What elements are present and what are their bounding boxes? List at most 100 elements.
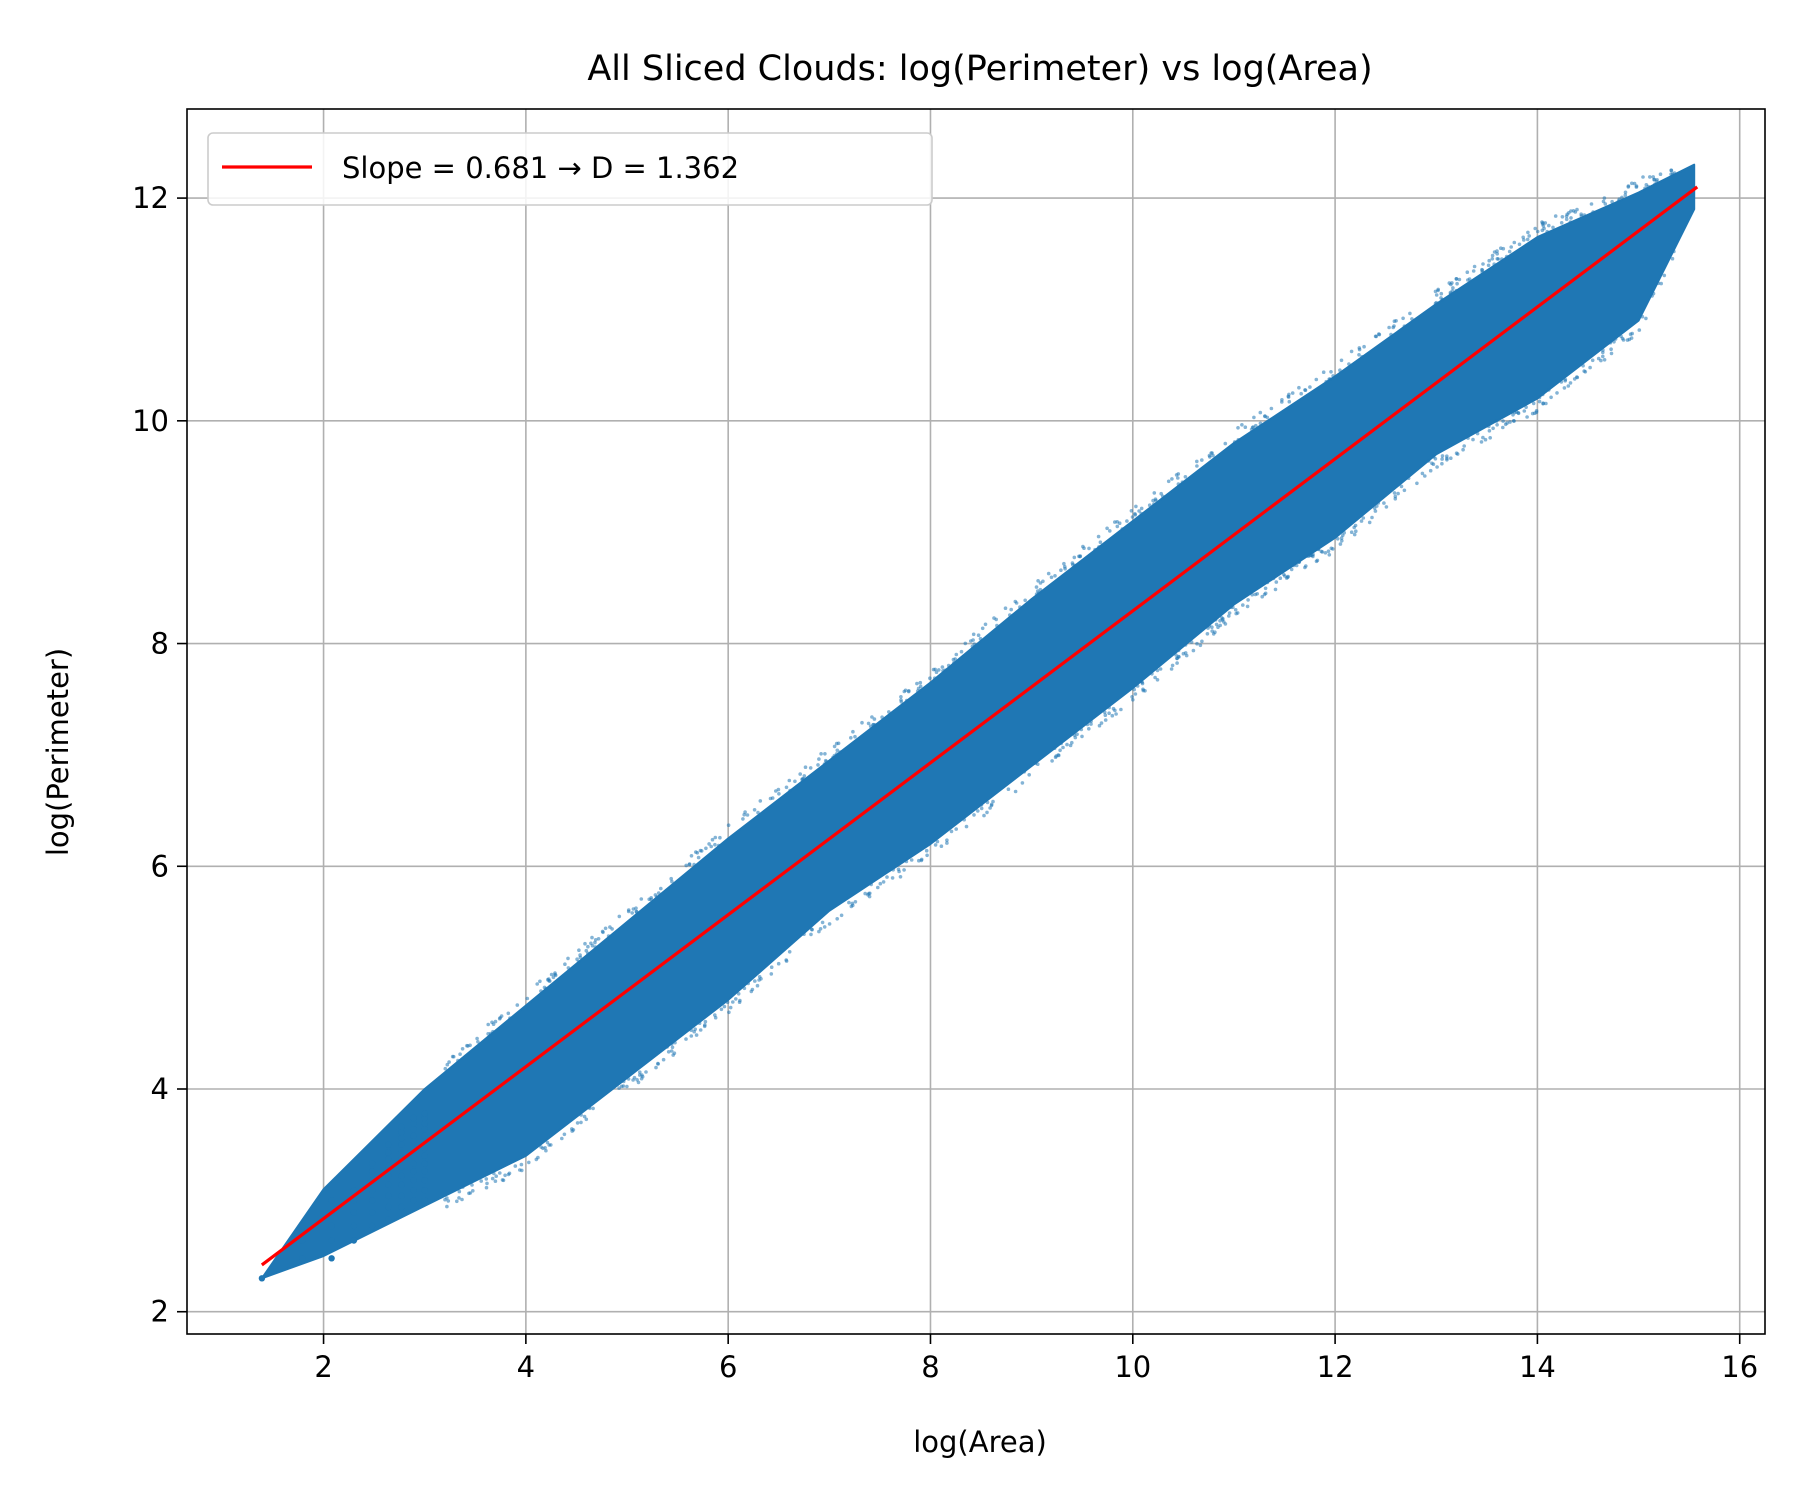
scatter-point (1382, 501, 1386, 505)
scatter-point (898, 875, 903, 879)
scatter-point (1134, 504, 1138, 509)
scatter-point (928, 676, 932, 680)
scatter-point (1115, 524, 1120, 529)
scatter-point (1151, 498, 1155, 503)
scatter-point (461, 1185, 465, 1189)
scatter-point (1245, 604, 1250, 609)
scatter-point (1170, 663, 1175, 668)
scatter-point (1184, 653, 1189, 658)
scatter-point (1283, 574, 1287, 578)
scatter-point (1052, 746, 1057, 750)
scatter-point (583, 941, 587, 946)
scatter-point (985, 810, 989, 815)
scatter-point (1241, 603, 1245, 607)
scatter-point (1352, 532, 1357, 537)
scatter-point (972, 813, 976, 817)
scatter-point (1430, 461, 1434, 466)
scatter-point (1440, 454, 1445, 458)
scatter-point (1132, 687, 1136, 692)
scatter-point (746, 981, 750, 986)
scatter-point (1541, 224, 1546, 228)
scatter-point (634, 909, 639, 914)
scatter-point (1200, 639, 1204, 644)
scatter-point (1434, 300, 1439, 305)
scatter-point (885, 875, 889, 879)
scatter-point (1308, 385, 1312, 389)
scatter-point (584, 948, 589, 953)
scatter-point (1480, 270, 1484, 274)
scatter-point (1009, 607, 1013, 612)
scatter-point (849, 736, 853, 740)
x-tick-label: 8 (921, 1350, 939, 1384)
y-tick-label: 12 (132, 181, 169, 215)
scatter-point (1073, 563, 1077, 568)
scatter-point (385, 1141, 392, 1148)
scatter-point (1623, 193, 1628, 197)
scatter-point (600, 929, 605, 934)
scatter-point (1125, 519, 1129, 523)
scatter-point (1059, 741, 1063, 746)
scatter-point (445, 1196, 449, 1200)
scatter-point (1537, 395, 1542, 400)
scatter-point (979, 803, 984, 807)
scatter-point (1339, 536, 1344, 540)
scatter-point (560, 1136, 564, 1141)
scatter-point (1566, 384, 1571, 388)
scatter-point (368, 1222, 376, 1230)
scatter-point (1603, 202, 1608, 206)
scatter-point (1384, 505, 1389, 509)
scatter-point (630, 911, 634, 915)
scatter-point (1534, 410, 1539, 415)
scatter-point (1150, 672, 1154, 676)
scatter-point (1038, 587, 1043, 592)
scatter-point (350, 1209, 358, 1216)
scatter-point (656, 891, 661, 895)
scatter-point (832, 753, 837, 758)
scatter-point (1545, 229, 1549, 234)
scatter-point (539, 989, 543, 993)
scatter-point (1323, 551, 1328, 555)
scatter-point (445, 1204, 449, 1209)
y-tick-label: 8 (151, 627, 169, 661)
scatter-point (1465, 270, 1470, 275)
scatter-point (410, 1114, 417, 1122)
scatter-point (1547, 223, 1551, 228)
scatter-point (1435, 465, 1439, 469)
scatter-point (1195, 459, 1199, 464)
scatter-point (1601, 354, 1605, 359)
x-axis-label: log(Area) (913, 1425, 1047, 1459)
scatter-point (506, 1172, 511, 1177)
scatter-point (995, 623, 999, 628)
scatter-point (659, 886, 663, 891)
scatter-point (1541, 392, 1545, 397)
scatter-point (410, 1125, 417, 1133)
scatter-point (410, 1197, 417, 1204)
scatter-point (1049, 575, 1054, 580)
scatter-point (698, 1028, 703, 1032)
scatter-point (1590, 358, 1595, 363)
scatter-point (734, 997, 738, 1001)
scatter-point (490, 1176, 495, 1181)
scatter-point (713, 1015, 718, 1020)
scatter-point (1077, 554, 1081, 559)
scatter-point (1569, 209, 1573, 213)
scatter-point (1299, 391, 1303, 396)
scatter-point (579, 1120, 583, 1125)
scatter-point (1216, 625, 1220, 629)
scatter-point (562, 1132, 567, 1137)
scatter-point (787, 778, 792, 783)
point-cloud (260, 163, 1696, 1280)
y-axis-label: log(Perimeter) (41, 648, 75, 856)
scatter-point (1243, 425, 1248, 430)
scatter-point (1210, 629, 1214, 633)
scatter-point (491, 1029, 495, 1034)
x-tick-label: 12 (1317, 1350, 1354, 1384)
scatter-point (1495, 252, 1499, 256)
scatter-point (835, 917, 839, 921)
scatter-point (1342, 530, 1346, 535)
scatter-point (1068, 743, 1073, 748)
scatter-point (421, 1152, 428, 1160)
scatter-point (1451, 286, 1455, 290)
legend-label-fit-line: Slope = 0.681 → D = 1.362 (342, 151, 739, 185)
scatter-point (506, 1011, 511, 1016)
